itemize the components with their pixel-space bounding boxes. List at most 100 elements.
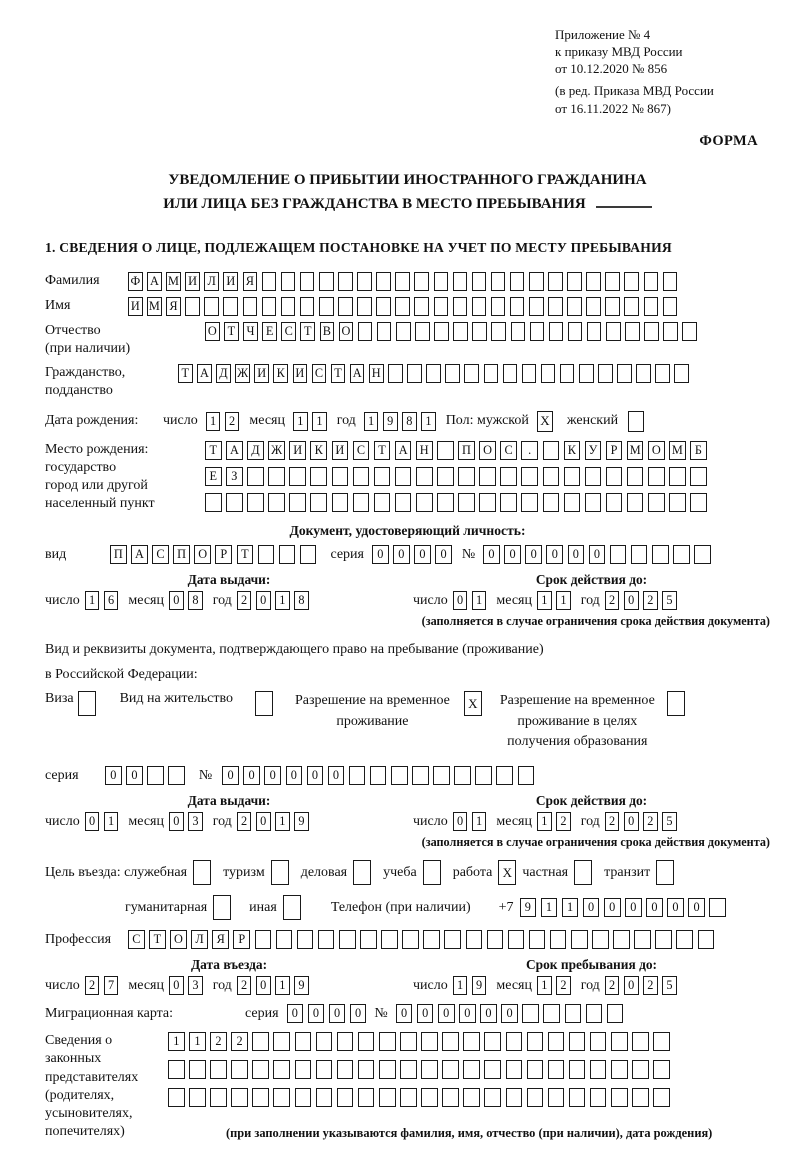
char-cell[interactable] (496, 766, 514, 786)
char-cell[interactable] (697, 930, 715, 950)
char-cell[interactable] (547, 1060, 565, 1080)
char-cell[interactable] (442, 1032, 459, 1052)
char-cell[interactable] (294, 1060, 312, 1080)
char-cell[interactable] (605, 296, 620, 316)
char-cell[interactable]: У (584, 440, 602, 460)
char-cell[interactable] (568, 1088, 586, 1108)
char-cell[interactable] (626, 466, 644, 486)
char-cell[interactable] (189, 1088, 206, 1108)
char-cell[interactable]: 9 (471, 976, 487, 996)
char-cell[interactable]: 1 (168, 1032, 185, 1052)
char-cell[interactable] (522, 1004, 539, 1024)
char-cell[interactable]: 1 (293, 411, 308, 431)
char-cell[interactable]: 9 (294, 812, 309, 832)
char-cell[interactable] (442, 1088, 459, 1108)
char-cell[interactable] (669, 466, 686, 486)
char-cell[interactable] (261, 296, 277, 316)
char-cell[interactable] (517, 766, 535, 786)
char-cell[interactable] (647, 466, 665, 486)
char-cell[interactable]: 2 (556, 976, 571, 996)
char-cell[interactable] (373, 492, 391, 512)
char-cell[interactable] (610, 1060, 628, 1080)
char-cell[interactable]: 0 (623, 591, 639, 611)
char-cell[interactable] (415, 466, 433, 486)
char-cell[interactable] (584, 466, 602, 486)
char-cell[interactable]: К (273, 364, 289, 384)
char-cell[interactable]: О (479, 440, 496, 460)
char-cell[interactable]: 0 (285, 766, 303, 786)
char-cell[interactable] (294, 1088, 312, 1108)
char-cell[interactable] (247, 466, 264, 486)
char-cell[interactable] (471, 271, 487, 291)
char-cell[interactable] (636, 364, 651, 384)
char-cell[interactable] (273, 1032, 291, 1052)
char-cell[interactable] (653, 1032, 670, 1052)
transit-checkbox[interactable] (656, 860, 675, 886)
char-cell[interactable] (709, 898, 726, 918)
work-checkbox[interactable]: X (498, 860, 517, 886)
char-cell[interactable] (500, 492, 517, 512)
char-cell[interactable] (632, 1032, 649, 1052)
char-cell[interactable] (609, 545, 627, 565)
char-cell[interactable] (584, 492, 602, 512)
char-cell[interactable]: А (394, 440, 412, 460)
char-cell[interactable] (484, 1060, 501, 1080)
char-cell[interactable] (570, 930, 588, 950)
char-cell[interactable] (231, 1060, 248, 1080)
char-cell[interactable] (486, 930, 504, 950)
char-cell[interactable] (663, 321, 678, 341)
char-cell[interactable]: 0 (437, 1004, 455, 1024)
char-cell[interactable] (578, 364, 594, 384)
char-cell[interactable] (549, 930, 567, 950)
char-cell[interactable] (289, 492, 306, 512)
char-cell[interactable] (454, 766, 471, 786)
char-cell[interactable] (268, 466, 285, 486)
temp-residence-checkbox[interactable]: X (463, 691, 482, 717)
char-cell[interactable]: 2 (604, 812, 620, 832)
char-cell[interactable] (542, 466, 560, 486)
char-cell[interactable] (317, 930, 335, 950)
char-cell[interactable]: 0 (105, 766, 122, 786)
char-cell[interactable]: 0 (452, 812, 468, 832)
char-cell[interactable] (458, 492, 475, 512)
char-cell[interactable]: Т (330, 364, 346, 384)
tourism-checkbox[interactable] (270, 860, 289, 886)
char-cell[interactable]: 0 (126, 766, 143, 786)
char-cell[interactable]: 0 (567, 545, 585, 565)
char-cell[interactable]: 0 (169, 812, 184, 832)
char-cell[interactable]: Р (233, 930, 251, 950)
char-cell[interactable]: Т (224, 321, 239, 341)
char-cell[interactable] (490, 271, 506, 291)
char-cell[interactable] (509, 296, 525, 316)
char-cell[interactable] (605, 271, 620, 291)
char-cell[interactable]: 0 (255, 591, 271, 611)
char-cell[interactable] (210, 1060, 227, 1080)
char-cell[interactable] (254, 930, 272, 950)
female-checkbox[interactable] (628, 410, 645, 432)
char-cell[interactable] (690, 492, 707, 512)
char-cell[interactable]: 0 (286, 1004, 304, 1024)
char-cell[interactable]: И (254, 364, 269, 384)
char-cell[interactable]: С (500, 440, 517, 460)
char-cell[interactable] (606, 1004, 624, 1024)
char-cell[interactable] (502, 364, 518, 384)
char-cell[interactable] (521, 492, 538, 512)
char-cell[interactable]: Д (247, 440, 264, 460)
char-cell[interactable]: 0 (169, 591, 184, 611)
private-checkbox[interactable] (574, 860, 593, 886)
char-cell[interactable]: 2 (556, 812, 571, 832)
char-cell[interactable] (205, 492, 222, 512)
char-cell[interactable] (643, 271, 659, 291)
char-cell[interactable] (643, 296, 659, 316)
char-cell[interactable]: 0 (546, 545, 564, 565)
char-cell[interactable]: 0 (435, 545, 452, 565)
char-cell[interactable] (605, 321, 621, 341)
char-cell[interactable]: П (173, 545, 190, 565)
char-cell[interactable]: С (128, 930, 145, 950)
char-cell[interactable]: Т (205, 440, 222, 460)
char-cell[interactable]: Б (690, 440, 707, 460)
char-cell[interactable]: 0 (222, 766, 239, 786)
char-cell[interactable]: 2 (643, 591, 658, 611)
char-cell[interactable]: 1 (556, 591, 571, 611)
char-cell[interactable]: И (292, 364, 308, 384)
